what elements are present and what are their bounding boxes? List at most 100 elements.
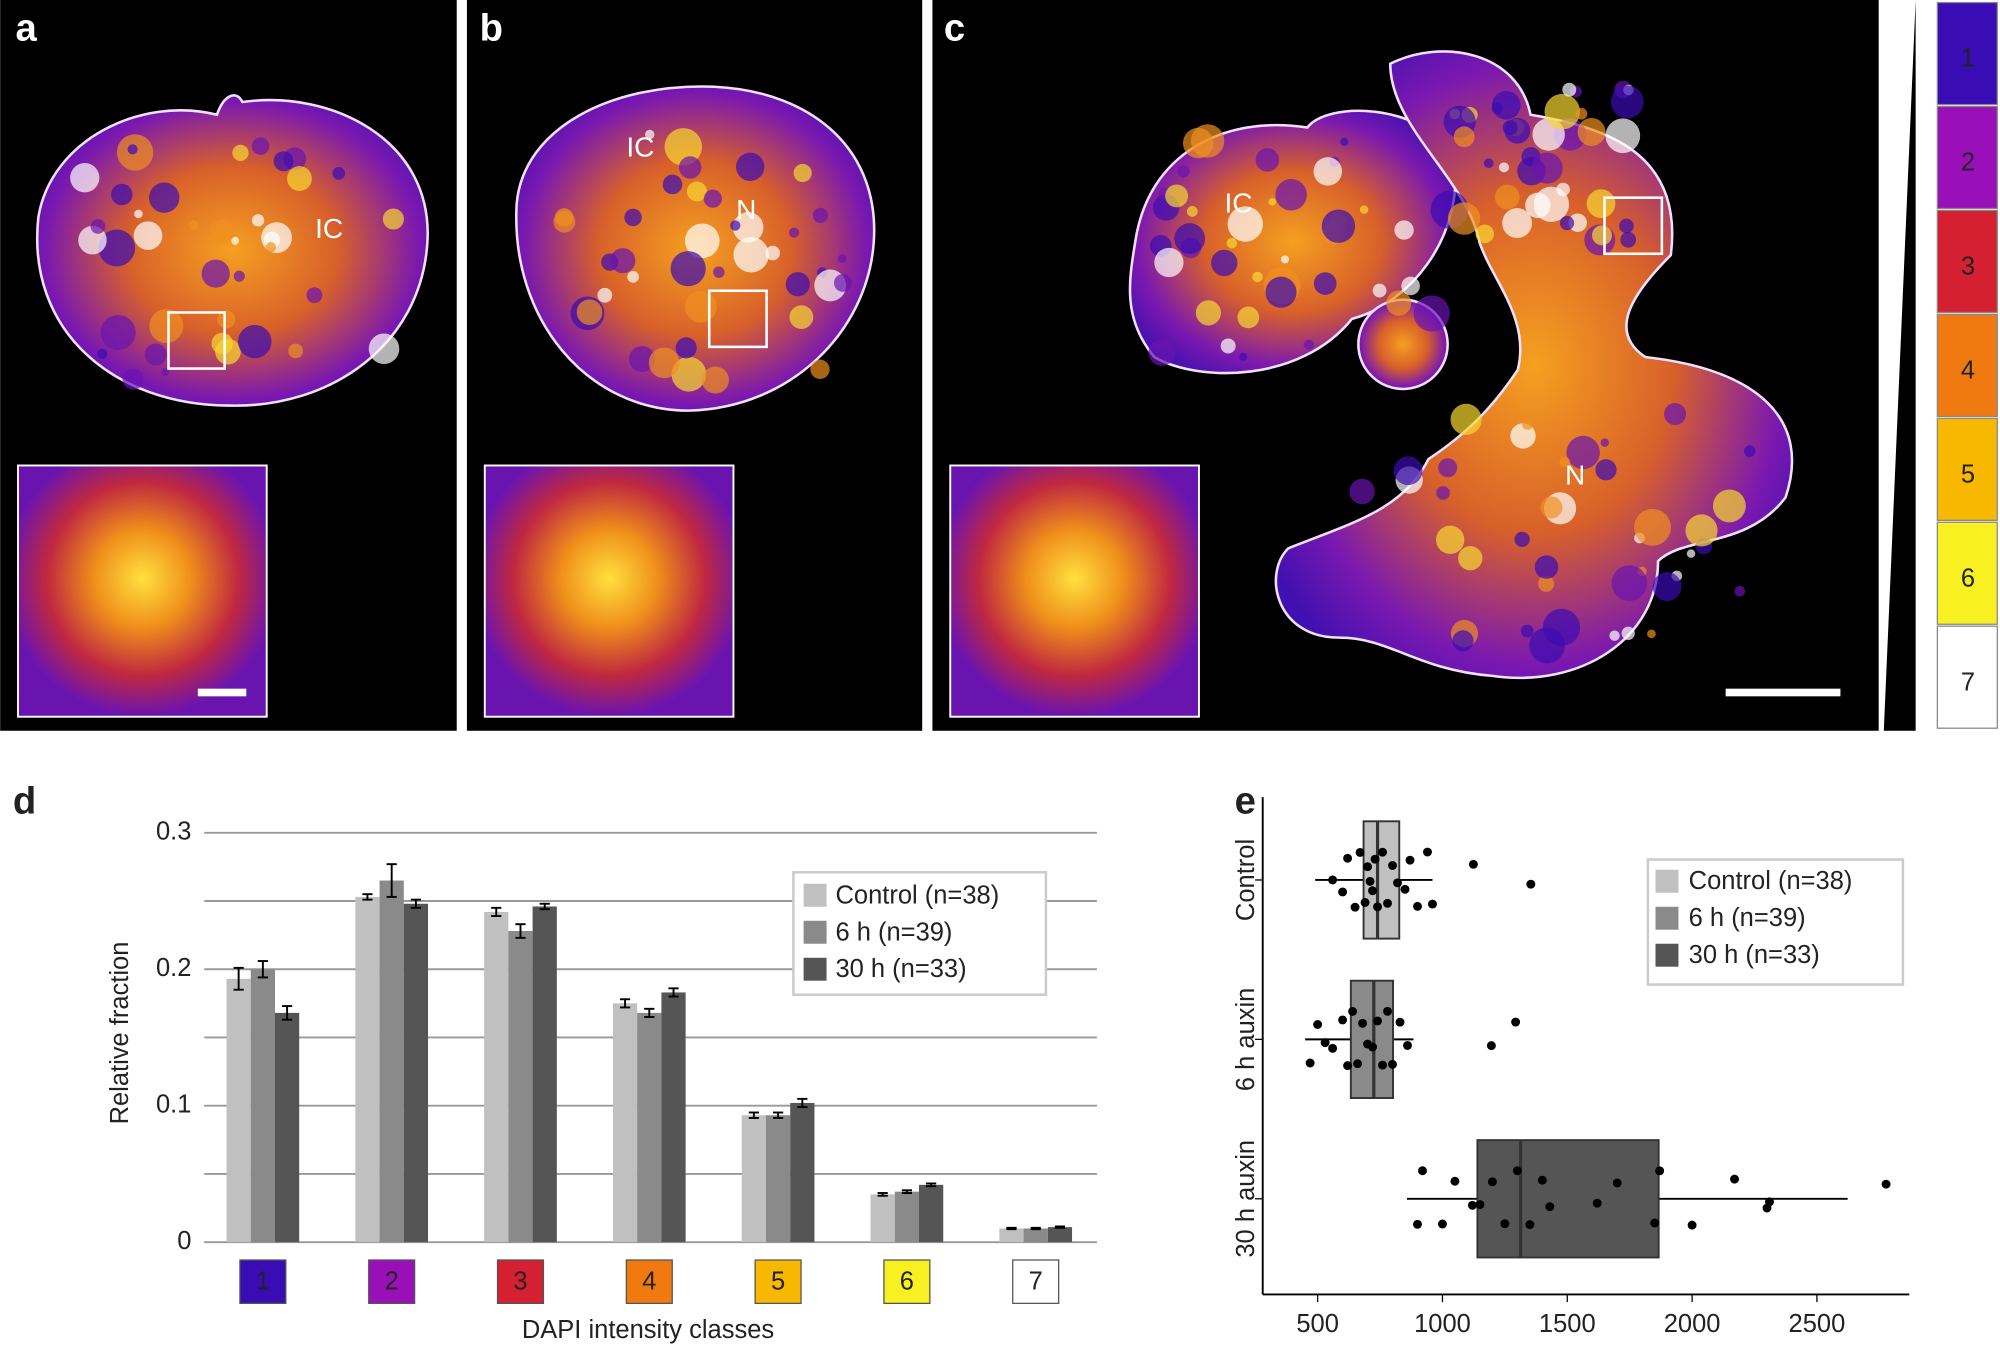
color-class <box>1936 521 1998 625</box>
spot <box>201 259 230 288</box>
x-tick-label: 2500 <box>1789 1310 1846 1338</box>
y-tick-label: 0.1 <box>156 1090 191 1118</box>
spot <box>1562 82 1577 97</box>
spot <box>733 237 769 273</box>
spot <box>1575 107 1588 120</box>
spot <box>1447 202 1481 235</box>
spot <box>231 236 240 245</box>
data-point <box>1881 1179 1891 1189</box>
bar <box>508 931 533 1243</box>
category-box <box>625 1259 673 1305</box>
data-point <box>1378 847 1388 857</box>
data-point <box>1486 1041 1496 1051</box>
color-class <box>1936 417 1998 521</box>
color-class <box>1936 105 1998 210</box>
spot <box>1275 178 1307 211</box>
spot <box>670 251 706 287</box>
spot <box>251 214 265 227</box>
panel-label: a <box>15 7 37 50</box>
spot <box>837 254 847 264</box>
bar <box>894 1191 920 1243</box>
spot <box>111 183 133 206</box>
roi-box <box>707 289 768 349</box>
data-point <box>1355 847 1365 857</box>
y-tick-label: 0.3 <box>156 818 191 846</box>
spot <box>1514 531 1530 548</box>
data-point <box>1413 1219 1422 1229</box>
spot <box>1520 624 1534 638</box>
spot <box>1252 271 1263 283</box>
data-point <box>1383 1006 1392 1016</box>
data-point <box>1328 875 1338 885</box>
spot <box>1226 237 1238 249</box>
bar <box>661 992 686 1243</box>
data-point <box>1687 1220 1697 1230</box>
x-tick-label: 2000 <box>1664 1310 1721 1338</box>
data-point <box>1730 1174 1740 1184</box>
bar <box>612 1003 638 1243</box>
y-tick-label: 30 h auxin <box>1232 1140 1260 1258</box>
data-point <box>1437 1219 1447 1229</box>
spot <box>382 208 404 230</box>
color-class-label: 2 <box>1961 149 1975 177</box>
spot <box>306 287 323 304</box>
color-class-label: 5 <box>1961 460 1975 488</box>
x-tick-label: 1500 <box>1539 1310 1596 1338</box>
x-tick-label: 6 <box>900 1268 914 1296</box>
x-tick-label: 1 <box>256 1268 270 1296</box>
spot <box>210 219 235 244</box>
legend-box <box>1646 858 1905 986</box>
bar <box>403 903 429 1243</box>
x-tick-label: 2 <box>385 1268 399 1296</box>
spot <box>133 221 163 250</box>
spot <box>1340 137 1349 147</box>
spot <box>644 129 655 140</box>
spot <box>789 305 814 329</box>
data-point <box>1765 1197 1774 1207</box>
spot <box>1542 608 1581 646</box>
data-point <box>1655 1166 1665 1176</box>
spot <box>1498 162 1509 173</box>
spot <box>1265 276 1297 308</box>
panel-label: e <box>1235 780 1256 823</box>
bar <box>919 1184 944 1243</box>
roi-box <box>167 311 226 370</box>
spot <box>1239 352 1248 361</box>
color-class-label: 3 <box>1961 253 1975 281</box>
y-axis-label: Relative fraction <box>106 942 134 1125</box>
spot <box>215 338 241 365</box>
y-tick-label: 0.2 <box>156 954 191 982</box>
data-point <box>1467 1200 1477 1210</box>
data-point <box>1393 878 1402 888</box>
spot <box>1386 290 1412 316</box>
spot <box>1544 93 1581 130</box>
spot <box>1609 630 1620 641</box>
data-point <box>1500 1219 1510 1229</box>
spot <box>1531 152 1563 184</box>
data-point <box>1592 1198 1602 1208</box>
texture <box>70 80 1756 664</box>
data-point <box>1338 887 1348 897</box>
data-point <box>1487 1177 1497 1187</box>
spot <box>1664 403 1687 426</box>
bar <box>1023 1228 1048 1243</box>
spot <box>251 137 270 155</box>
panel-label: d <box>13 780 36 823</box>
data-point <box>1373 1016 1383 1026</box>
data-point <box>1423 847 1432 857</box>
color-class-label: 4 <box>1961 356 1975 384</box>
spot <box>1195 300 1221 326</box>
panel-label: c <box>944 7 965 50</box>
data-point <box>1358 1018 1368 1028</box>
spot <box>1568 213 1587 232</box>
bar <box>741 1115 766 1243</box>
spot <box>1605 118 1641 154</box>
scale-bar <box>1725 688 1841 697</box>
data-point <box>1313 1020 1323 1029</box>
data-point <box>1418 1166 1427 1176</box>
spot <box>597 287 613 303</box>
data-point <box>1545 1202 1555 1212</box>
data-point <box>1450 1176 1460 1186</box>
inset <box>17 464 268 718</box>
y-tick-label: 0 <box>177 1227 191 1255</box>
